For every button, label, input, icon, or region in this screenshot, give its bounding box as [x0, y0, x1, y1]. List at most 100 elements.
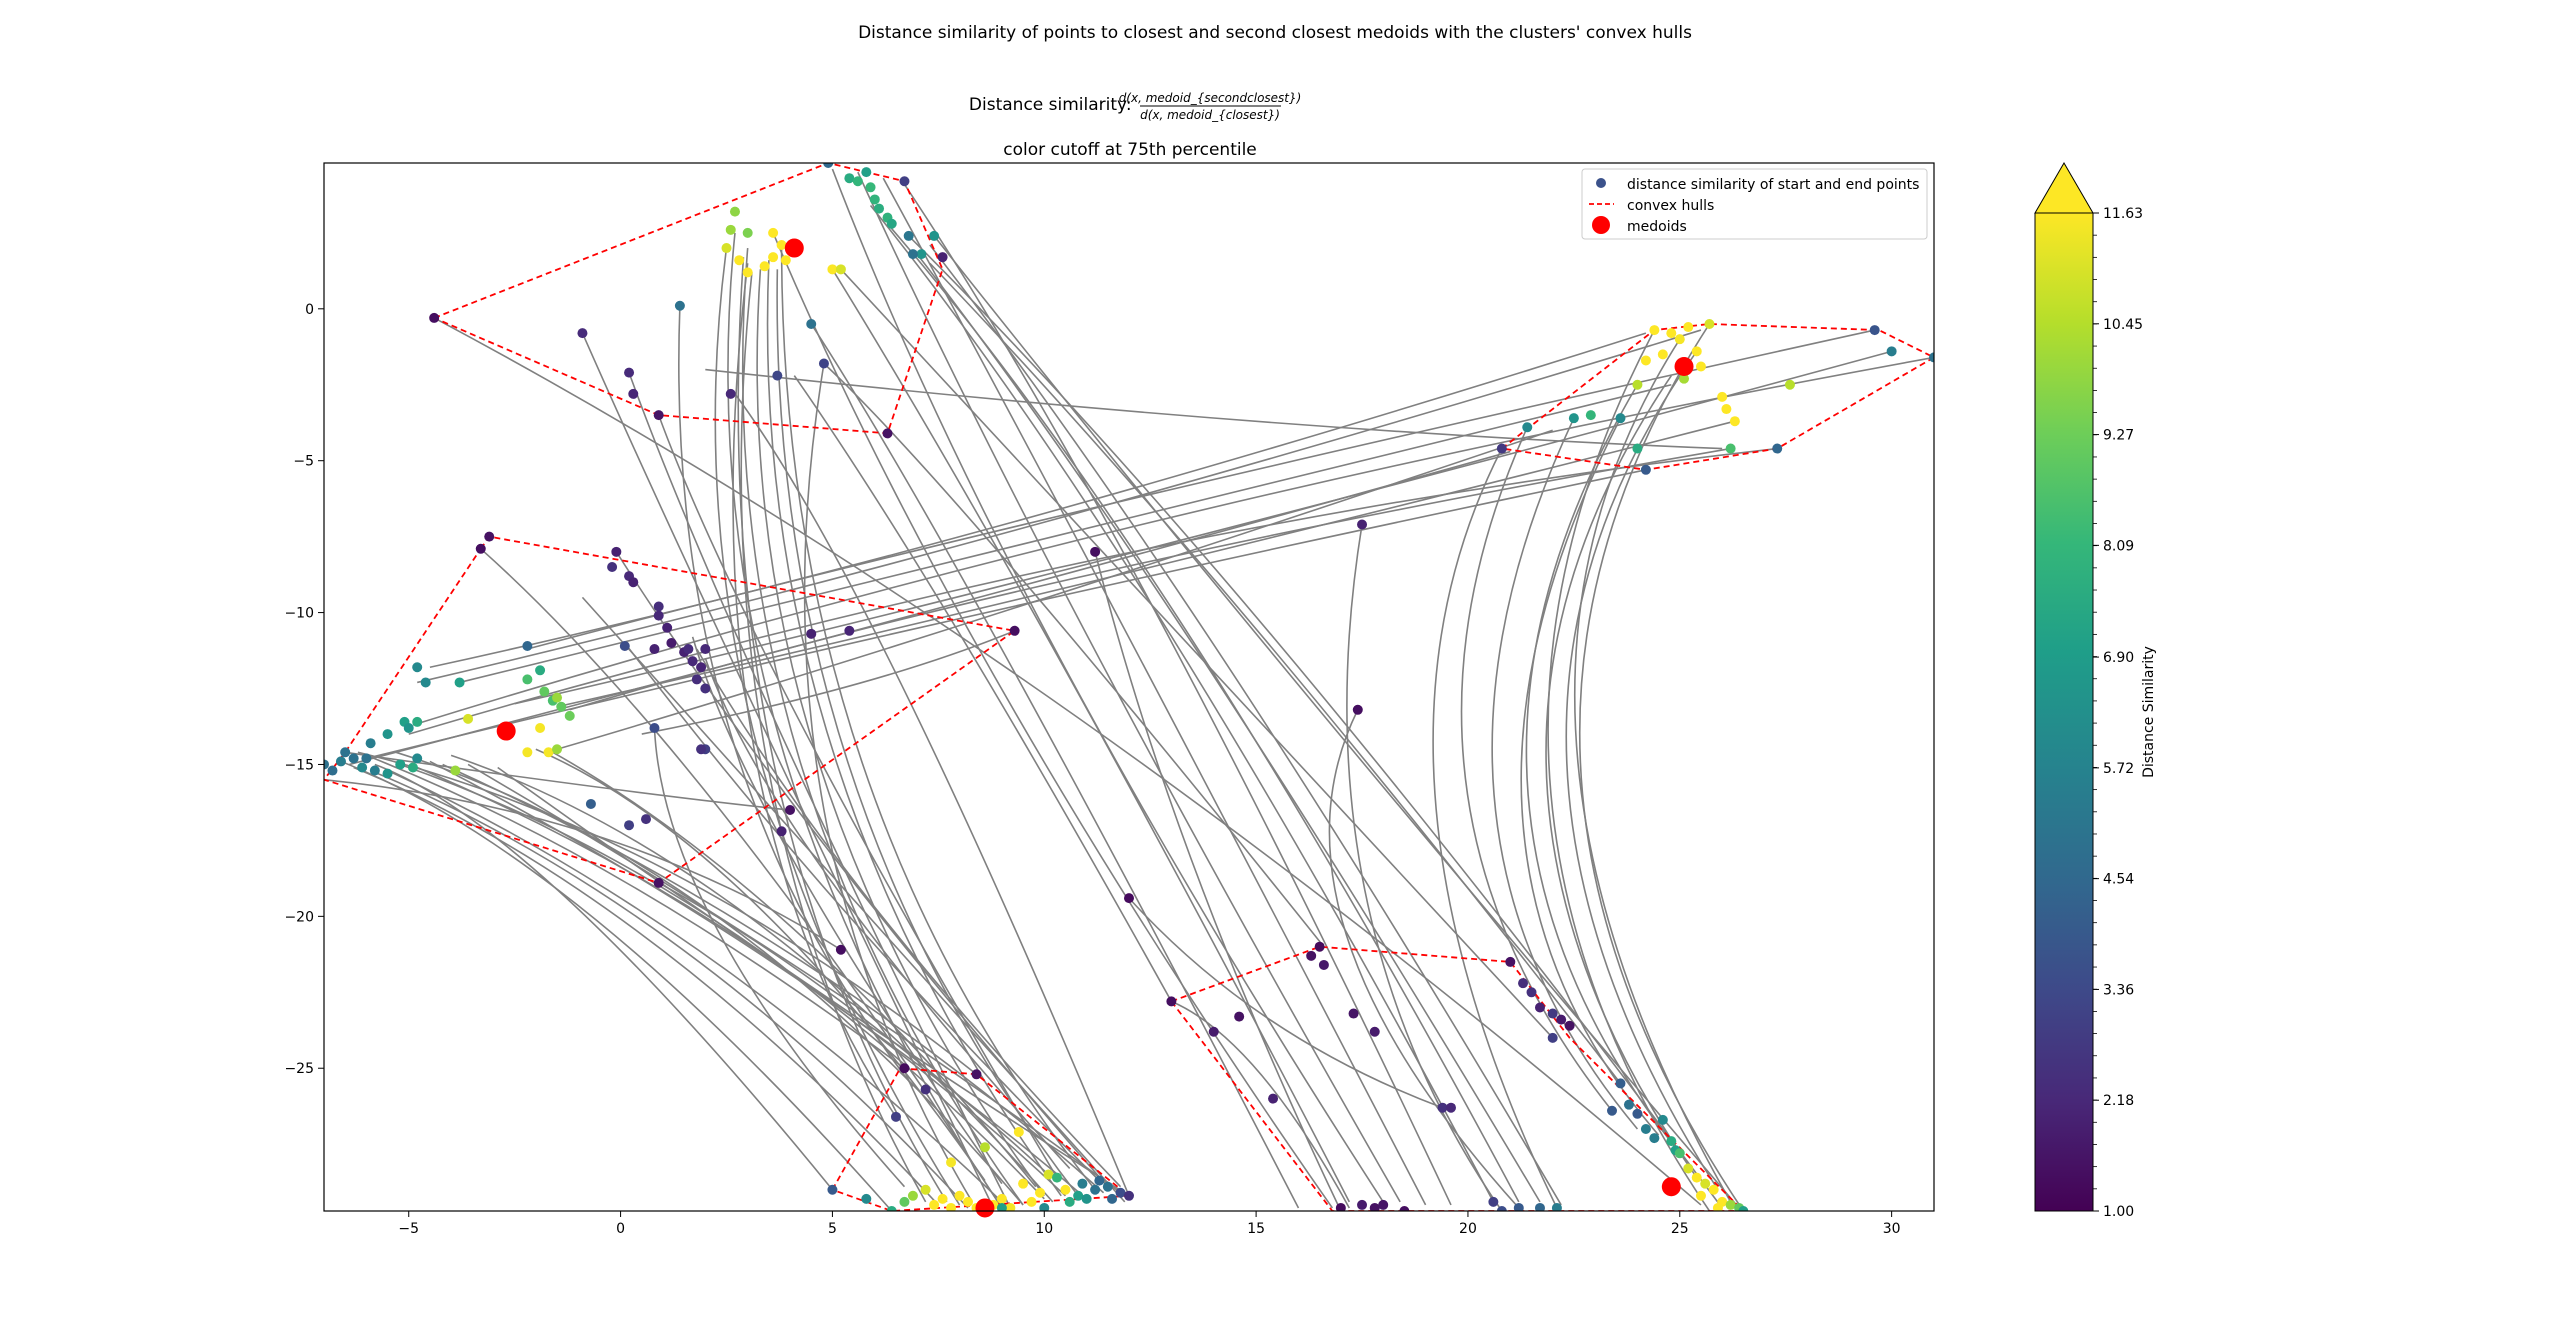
trajectory-line-72: [696, 648, 1122, 1188]
trajectory-line-90: [1128, 897, 1443, 1109]
colorbar-tick-label-9: 11.63: [2103, 206, 2143, 222]
trajectory-line-64: [628, 372, 1012, 1209]
data-point-141: [899, 1196, 910, 1207]
colorbar-tick-label-5: 6.90: [2103, 650, 2134, 666]
data-point-168: [1124, 1190, 1134, 1201]
medoid-0: [784, 238, 804, 258]
data-point-110: [324, 759, 329, 770]
trajectory-line-32: [641, 630, 1015, 735]
data-point-111: [327, 765, 338, 776]
colorbar-tick-label-1: 2.18: [2103, 1093, 2134, 1109]
data-point-193: [1534, 1002, 1545, 1013]
x-tick-label-1: 0: [616, 1221, 625, 1237]
data-point-183: [1369, 1202, 1380, 1211]
trajectory-line-28: [556, 420, 1736, 708]
data-point-154: [1026, 1196, 1037, 1207]
colorbar-tick-label-6: 8.09: [2103, 538, 2134, 554]
data-point-82: [700, 683, 711, 694]
data-point-47: [1666, 328, 1677, 339]
trajectory-line-17: [772, 232, 1334, 1209]
trajectory-line-25: [408, 447, 1778, 735]
data-point-109: [335, 756, 346, 767]
data-point-162: [1081, 1193, 1092, 1204]
plot-area: −5 0 5 10 15 20 25 30 0 −5 −10 −15 −20 −25: [284, 162, 1935, 1237]
formula-subtitle: Distance similarity: d(x, medoid_{second…: [969, 91, 1301, 122]
trajectory-line-24: [412, 356, 1934, 726]
trajectory-line-74: [803, 363, 973, 1203]
legend-label-hulls: convex hulls: [1627, 198, 1714, 214]
trajectory-line-20: [429, 332, 1647, 669]
data-point-39: [1496, 443, 1507, 454]
data-point-34: [653, 410, 664, 421]
data-point-64: [1784, 379, 1795, 390]
data-point-190: [1505, 956, 1516, 967]
trajectory-line-44: [353, 766, 939, 1206]
data-point-3: [852, 176, 863, 187]
data-point-116: [407, 762, 418, 773]
trajectory-line-79: [1460, 426, 1613, 1112]
data-point-71: [628, 577, 639, 588]
data-point-38: [882, 428, 893, 439]
data-point-30: [674, 300, 685, 311]
legend-point-marker: [1596, 178, 1606, 188]
data-point-189: [1446, 1102, 1456, 1113]
data-point-104: [382, 729, 393, 740]
data-point-18: [721, 243, 732, 254]
data-point-170: [979, 1142, 990, 1153]
legend-label-medoids: medoids: [1627, 219, 1687, 235]
data-point-224: [1352, 704, 1363, 715]
data-point-11: [916, 249, 927, 260]
data-point-222: [1488, 1196, 1499, 1207]
data-point-41: [1568, 413, 1579, 424]
trajectory-line-15: [793, 375, 1173, 1002]
trajectory-line-81: [1520, 417, 1660, 1136]
data-point-107: [348, 753, 359, 764]
data-point-203: [1649, 1133, 1660, 1144]
x-tick-label-4: 15: [1247, 1221, 1265, 1237]
data-point-171: [1013, 1127, 1024, 1138]
data-point-188: [1437, 1102, 1448, 1113]
data-point-112: [357, 762, 368, 773]
data-point-87: [1009, 625, 1020, 636]
data-point-159: [1064, 1196, 1075, 1207]
data-point-175: [1208, 1026, 1219, 1037]
data-point-101: [403, 723, 414, 734]
data-point-166: [1107, 1193, 1118, 1204]
data-point-139: [861, 1193, 872, 1204]
data-point-52: [1640, 355, 1651, 366]
data-point-46: [1649, 325, 1660, 336]
data-point-115: [395, 759, 406, 770]
data-point-91: [454, 677, 465, 688]
trajectory-line-30: [705, 368, 1723, 450]
trajectory-line-82: [1525, 384, 1681, 1154]
chart-title: Distance similarity of points to closest…: [858, 23, 1692, 43]
data-point-80: [700, 644, 711, 655]
trajectory-line-8: [840, 268, 1554, 1039]
data-point-161: [1077, 1178, 1088, 1189]
data-point-128: [653, 877, 664, 888]
data-point-204: [1657, 1114, 1668, 1125]
trajectory-lines: [324, 168, 1934, 1211]
data-point-45: [1640, 464, 1651, 475]
data-point-211: [1708, 1184, 1719, 1195]
data-point-28: [835, 264, 846, 275]
medoid-1: [1674, 357, 1694, 377]
data-point-180: [1318, 959, 1329, 970]
data-point-31: [577, 328, 588, 339]
data-point-130: [776, 826, 787, 837]
data-point-121: [535, 723, 546, 734]
data-point-74: [662, 622, 673, 633]
data-point-152: [1005, 1202, 1016, 1211]
data-point-17: [725, 224, 736, 235]
trajectory-line-1: [857, 171, 1401, 1203]
trajectory-line-47: [450, 754, 1054, 1203]
colorbar-tick-label-0: 1.00: [2103, 1204, 2134, 1220]
data-point-132: [1090, 546, 1101, 557]
data-point-2: [844, 173, 855, 184]
data-point-133: [1124, 893, 1134, 904]
trajectory-line-6: [916, 253, 1541, 1203]
data-point-181: [1335, 1202, 1346, 1211]
data-point-16: [729, 206, 740, 217]
data-point-15: [861, 167, 872, 178]
data-point-79: [696, 662, 707, 673]
